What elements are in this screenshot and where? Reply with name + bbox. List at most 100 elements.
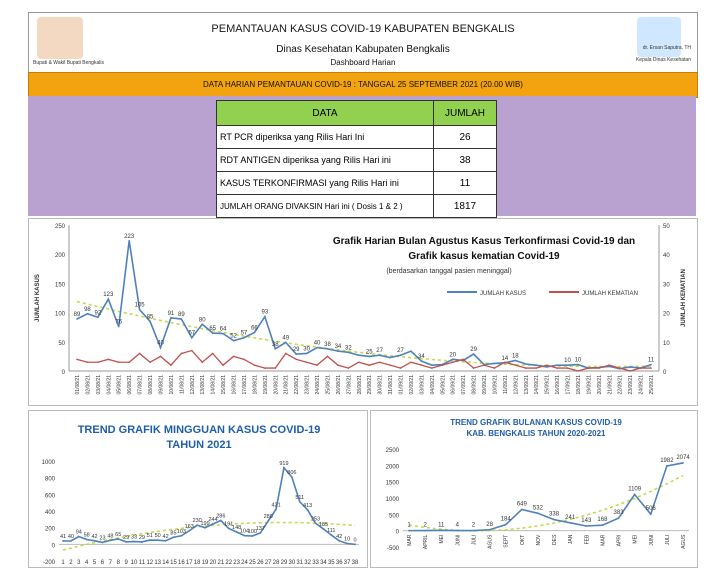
x-tick-label: 22/08/21: [294, 375, 300, 395]
data-point-kematian: [337, 364, 339, 366]
chart-title-line1: TREND GRAFIK MINGGUAN KASUS COVID-19: [78, 424, 321, 436]
data-point-kasus: [128, 239, 130, 242]
x-tick-label: 18/09/21: [576, 375, 582, 395]
data-point-kasus: [389, 356, 391, 359]
data-label: 42: [163, 534, 169, 540]
x-tick-label: 05/09/21: [440, 375, 446, 395]
row-value: 38: [433, 148, 497, 172]
data-point-kasus: [211, 332, 214, 334]
table-row: RDT ANTIGEN diperiksa yang Rilis Hari in…: [216, 148, 497, 172]
x-tick-label: 04/08/21: [106, 375, 112, 395]
x-tick-label: 3: [77, 560, 81, 566]
data-point-kasus: [264, 315, 266, 318]
data-label: 143: [581, 518, 592, 524]
daily-chart: 0 50 100 150 200 250 0 10 20 30 40 50 JUMLAH KASUS JU…: [35, 224, 687, 395]
data-label-kasus: 25: [366, 349, 373, 355]
left-caption: Bupati & Wakil Bupati Bengkalis: [33, 60, 104, 66]
data-label-kasus: 52: [230, 334, 237, 340]
data-label-kasus: 10: [564, 358, 571, 364]
data-label: 244: [208, 517, 217, 523]
data-label-kasus: 38: [272, 342, 279, 348]
data-point-kematian: [608, 364, 611, 366]
data-point-kasus: [410, 350, 412, 352]
x-tick-label: 15: [170, 560, 177, 566]
data-point-kematian: [149, 361, 151, 364]
x-tick-label: MAR: [407, 534, 413, 545]
data-label: 50: [155, 533, 161, 539]
y-tick-label: 100: [55, 312, 66, 318]
data-point: [504, 523, 507, 526]
data-label-kasus: 93: [262, 310, 269, 316]
data-point-kasus: [191, 336, 193, 339]
data-point-kasus: [138, 308, 141, 311]
data-label: 253: [311, 516, 320, 522]
data-label: 286: [216, 514, 225, 520]
data-label: 185: [319, 522, 328, 528]
x-tick-label: 05/08/21: [117, 375, 123, 395]
data-point: [330, 534, 333, 536]
data-point: [180, 534, 183, 537]
data-label-kasus: 123: [103, 292, 114, 298]
data-point: [204, 526, 206, 529]
col-header-data: DATA: [216, 100, 434, 126]
x-tick-label: 03/08/21: [96, 375, 102, 395]
y-axis-label: JUMLAH KASUS: [35, 274, 41, 322]
chart-title-line2: KAB. BENGKALIS TAHUN 2020-2021: [467, 429, 607, 438]
row-label: RT PCR diperiksa yang Rilis Hari Ini: [216, 125, 434, 149]
y2-tick-label: 50: [663, 224, 670, 230]
data-point-kasus: [629, 366, 631, 368]
x-tick-label: 01/08/21: [75, 375, 81, 395]
x-tick-label: 22: [225, 560, 232, 566]
data-label: 42: [92, 534, 98, 540]
x-tick-label: 18/08/21: [252, 375, 258, 395]
x-tick-label: 17/09/21: [566, 375, 572, 395]
data-label: 51: [147, 533, 153, 539]
data-label-kasus: 92: [95, 310, 102, 316]
data-label: 137: [256, 526, 265, 532]
y2-tick-label: 40: [663, 253, 670, 259]
data-point: [617, 517, 620, 520]
data-label-kasus: 14: [502, 356, 509, 362]
table-row: RT PCR diperiksa yang Rilis Hari Ini 26: [216, 125, 497, 149]
x-tick-label: OKT: [520, 535, 526, 545]
data-label: 383: [614, 510, 625, 516]
data-point-kasus: [274, 348, 277, 350]
data-label-kasus: 223: [124, 234, 135, 240]
x-tick-label: 8: [117, 560, 121, 566]
x-tick-label: 02/08/21: [85, 375, 91, 395]
data-point: [338, 539, 341, 542]
chart-title-line2: Grafik kasus kematian Covid-19: [408, 251, 560, 262]
data-point-kematian: [97, 361, 99, 364]
data-label: 241: [565, 515, 576, 521]
monthly-chart: TREND GRAFIK BULANAN KASUS COVID-19 KAB. …: [386, 418, 691, 552]
data-label-kasus: 38: [324, 342, 331, 348]
data-label-kasus: 40: [157, 341, 164, 347]
y-tick-label: 0: [62, 370, 66, 376]
monthly-chart-box: TREND GRAFIK BULANAN KASUS COVID-19 KAB. …: [370, 410, 698, 568]
data-point-kasus: [577, 363, 579, 366]
data-point: [125, 541, 128, 543]
data-label: 148: [232, 525, 241, 531]
legend-label-kematian: JUMLAH KEMATIAN: [582, 291, 638, 297]
data-point: [553, 518, 555, 521]
row-value: 1817: [433, 194, 497, 218]
data-point: [520, 508, 523, 511]
data-point-kasus: [295, 353, 297, 355]
data-point: [537, 512, 539, 515]
data-point: [196, 524, 199, 527]
x-tick-label: 06/09/21: [451, 375, 457, 395]
y-tick-label: 0: [52, 543, 56, 549]
x-tick-label: 10/08/21: [169, 375, 175, 395]
data-label: 100: [248, 529, 257, 535]
data-point-kematian: [566, 367, 569, 369]
data-label-kasus: 20: [449, 352, 456, 358]
y-tick-label: 250: [55, 224, 66, 230]
x-tick-label: 15/08/21: [221, 375, 227, 395]
x-tick-label: 28: [273, 560, 280, 566]
x-tick-label: 31/08/21: [388, 375, 394, 395]
data-label: 85: [170, 530, 176, 536]
x-tick-label: 09/08/21: [158, 375, 164, 395]
data-label: 94: [76, 530, 82, 536]
data-label: 421: [271, 502, 280, 508]
chart-title-line1: TREND GRAFIK BULANAN KASUS COVID-19: [450, 418, 622, 427]
